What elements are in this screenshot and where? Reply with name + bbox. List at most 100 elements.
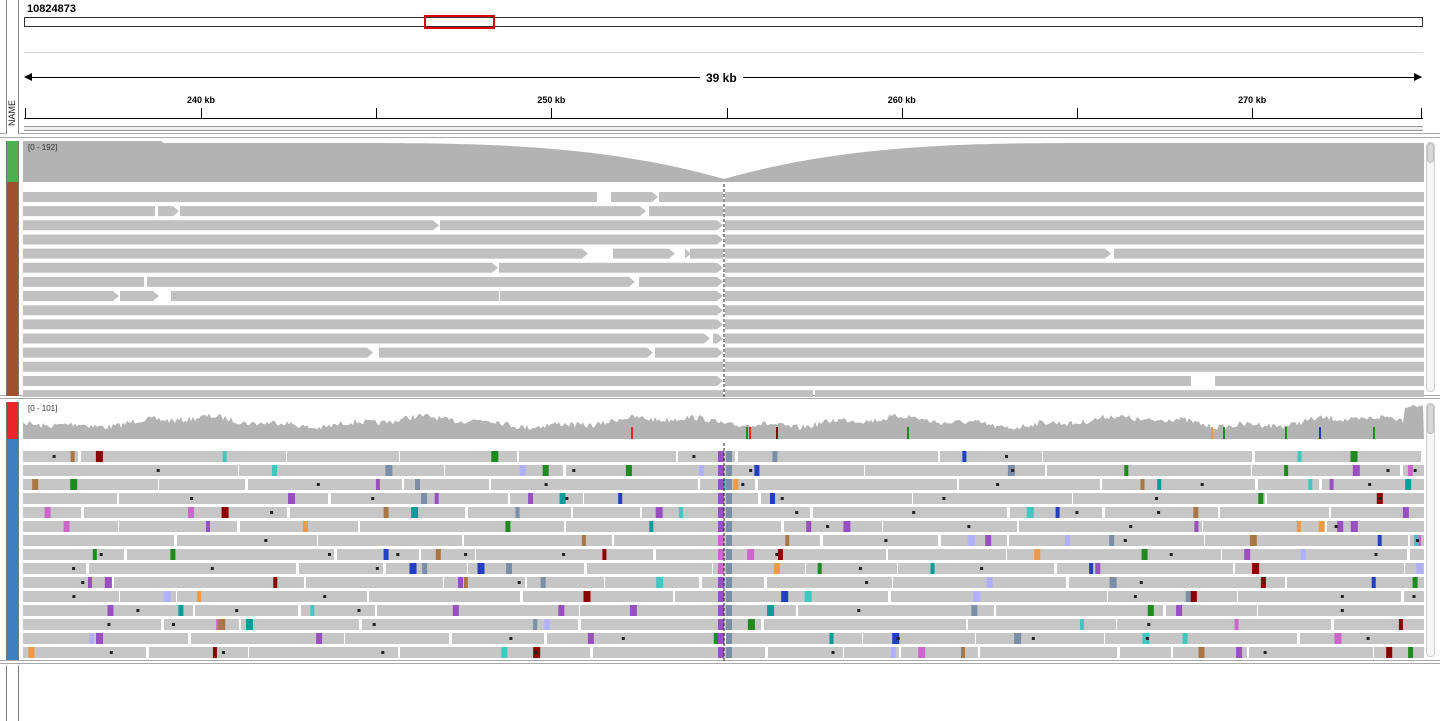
- mismatch-block: [411, 507, 419, 518]
- mismatch-block: [559, 493, 566, 504]
- alignment-read: [901, 647, 978, 658]
- mismatch-block: [273, 577, 278, 588]
- mismatch-block: [104, 577, 112, 588]
- alignment-read: [611, 192, 658, 202]
- coverage-strip: [6, 141, 19, 182]
- insertion-mark: [1123, 539, 1127, 542]
- mismatch-block: [962, 451, 967, 462]
- alignment-read: [400, 647, 590, 658]
- insertion-mark: [1340, 595, 1344, 598]
- empty-track-area[interactable]: [23, 664, 1424, 721]
- coverage-variant-mark: [1373, 427, 1375, 439]
- scrollbar[interactable]: [1426, 403, 1435, 657]
- alignment-read: [725, 375, 1191, 386]
- mismatch-block: [178, 605, 184, 616]
- coverage-track[interactable]: [23, 399, 1424, 441]
- alignment-read: [360, 521, 564, 532]
- alignment-read: [891, 591, 1107, 602]
- scrollbar[interactable]: [1426, 142, 1435, 392]
- alignment-read: [421, 549, 475, 560]
- alignment-read: [23, 493, 117, 504]
- coverage-track[interactable]: [23, 138, 1424, 184]
- alignment-read: [1117, 619, 1331, 630]
- alignment-read: [337, 549, 419, 560]
- alignment-track[interactable]: [23, 399, 1424, 662]
- alignment-read: [362, 619, 578, 630]
- insertion-mark: [621, 637, 625, 640]
- coverage-range-label: [0 - 192]: [28, 143, 58, 152]
- coverage-variant-mark: [1285, 427, 1287, 439]
- alignment-read: [452, 633, 544, 644]
- track-1-area[interactable]: [0 - 192]: [23, 138, 1424, 397]
- mismatch-block: [747, 549, 755, 560]
- mismatch-block: [843, 521, 851, 532]
- mismatch-block: [1095, 563, 1101, 574]
- mismatch-block: [1141, 549, 1148, 560]
- alignment-read: [1238, 591, 1401, 602]
- mismatch-block: [726, 605, 732, 616]
- ruler-tick-label: 270 kb: [1238, 95, 1267, 105]
- alignment-read: [23, 549, 124, 560]
- current-view-box[interactable]: [424, 15, 496, 29]
- insertion-mark: [1031, 637, 1035, 640]
- alignment-read: [1331, 507, 1424, 518]
- alignment-read: [980, 647, 1117, 658]
- mismatch-block: [718, 563, 724, 574]
- mismatch-block: [89, 633, 95, 644]
- alignment-read: [968, 619, 1116, 630]
- scroll-thumb[interactable]: [1427, 143, 1434, 163]
- alignment-read: [444, 577, 525, 588]
- alignment-track[interactable]: [23, 138, 1424, 397]
- insertion-mark: [1413, 469, 1417, 472]
- insertion-mark: [1334, 525, 1338, 528]
- alignment-read: [464, 535, 612, 546]
- mismatch-block: [1252, 563, 1260, 574]
- insertion-mark: [1129, 525, 1133, 528]
- mismatch-block: [385, 465, 393, 476]
- chromosome-ideogram[interactable]: [24, 17, 1423, 27]
- alignment-read: [23, 206, 155, 217]
- mismatch-block: [1140, 479, 1145, 490]
- alignment-read: [114, 577, 304, 588]
- alignment-read: [287, 451, 399, 462]
- mismatch-block: [310, 605, 315, 616]
- coverage-variant-mark: [1211, 427, 1213, 439]
- alignment-read: [119, 521, 237, 532]
- coordinate-ruler[interactable]: 240 kb 250 kb 260 kb 270 kb: [24, 92, 1423, 120]
- alignment-read: [23, 577, 112, 588]
- track-2-area[interactable]: [0 - 101]: [23, 399, 1424, 662]
- mismatch-block: [1194, 521, 1199, 532]
- mismatch-block: [718, 521, 724, 532]
- mismatch-block: [452, 605, 459, 616]
- alignment-read: [1173, 647, 1247, 658]
- alignment-read: [580, 605, 796, 616]
- mismatch-block: [1064, 535, 1070, 546]
- alignment-read: [1057, 563, 1233, 574]
- insertion-mark: [857, 609, 861, 612]
- alignment-read: [1403, 465, 1424, 476]
- alignment-read: [725, 248, 1111, 259]
- alignment-read: [1102, 479, 1255, 490]
- coverage-variant-mark: [907, 427, 909, 439]
- alignment-read: [581, 619, 761, 630]
- alignment-read: [1114, 248, 1424, 259]
- mismatch-block: [1412, 577, 1418, 588]
- alignment-read: [23, 276, 144, 287]
- alignment-read: [1334, 619, 1424, 630]
- mismatch-block: [726, 577, 732, 588]
- scroll-thumb[interactable]: [1427, 404, 1434, 434]
- alignment-read: [566, 465, 729, 476]
- locus-label: 10824873: [27, 3, 76, 15]
- ruler-tick: [201, 108, 202, 118]
- coverage-strip: [6, 402, 19, 439]
- alignment-read: [764, 619, 966, 630]
- alignment-read: [177, 535, 317, 546]
- coverage-histogram: [23, 141, 1424, 182]
- alignment-read: [1069, 577, 1285, 588]
- mismatch-block: [1089, 563, 1094, 574]
- mismatch-block: [1198, 647, 1205, 658]
- mismatch-block: [754, 465, 760, 476]
- insertion-mark: [372, 623, 376, 626]
- mismatch-block: [986, 577, 993, 588]
- mismatch-block: [533, 619, 538, 630]
